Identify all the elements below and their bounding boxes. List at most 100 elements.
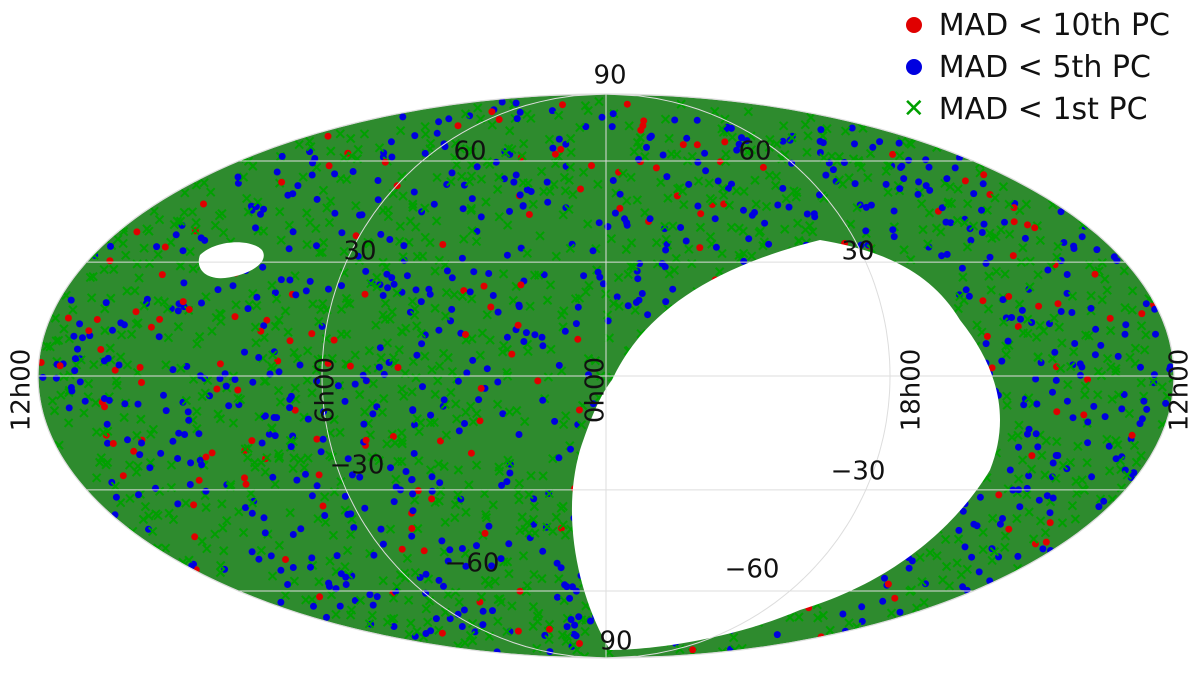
point-1st-pc bbox=[471, 460, 482, 470]
point-1st-pc bbox=[570, 294, 581, 304]
point-5th-pc bbox=[253, 293, 261, 301]
point-1st-pc bbox=[456, 171, 467, 182]
point-1st-pc bbox=[258, 226, 269, 236]
point-5th-pc bbox=[555, 454, 563, 462]
point-1st-pc bbox=[252, 300, 262, 311]
point-1st-pc bbox=[163, 332, 174, 343]
point-1st-pc bbox=[192, 339, 202, 349]
point-1st-pc bbox=[120, 250, 131, 261]
point-5th-pc bbox=[634, 275, 642, 283]
point-5th-pc bbox=[858, 603, 866, 611]
point-1st-pc bbox=[433, 459, 444, 469]
point-1st-pc bbox=[105, 343, 115, 353]
point-1st-pc bbox=[385, 314, 395, 324]
point-5th-pc bbox=[914, 190, 922, 198]
point-1st-pc bbox=[350, 350, 360, 360]
point-5th-pc bbox=[1152, 330, 1159, 338]
point-5th-pc bbox=[978, 229, 986, 236]
point-1st-pc bbox=[916, 199, 927, 209]
point-5th-pc bbox=[410, 450, 418, 457]
point-5th-pc bbox=[284, 581, 292, 588]
point-5th-pc bbox=[460, 606, 468, 614]
point-5th-pc bbox=[341, 492, 349, 500]
parallel-tick-label: 90 bbox=[599, 627, 632, 657]
point-10th-pc bbox=[202, 453, 210, 461]
point-5th-pc bbox=[740, 257, 748, 265]
point-1st-pc bbox=[629, 261, 639, 272]
point-10th-pc bbox=[191, 533, 199, 541]
point-10th-pc bbox=[248, 437, 256, 445]
point-5th-pc bbox=[370, 551, 378, 559]
point-5th-pc bbox=[400, 242, 408, 250]
point-1st-pc bbox=[526, 113, 536, 124]
point-5th-pc bbox=[438, 537, 446, 545]
point-5th-pc bbox=[510, 178, 518, 186]
point-5th-pc bbox=[1049, 459, 1057, 467]
point-5th-pc bbox=[160, 391, 167, 399]
point-1st-pc bbox=[450, 512, 460, 523]
point-1st-pc bbox=[468, 417, 479, 427]
point-1st-pc bbox=[243, 207, 254, 217]
point-1st-pc bbox=[669, 265, 680, 276]
point-5th-pc bbox=[646, 215, 654, 223]
point-5th-pc bbox=[440, 396, 448, 404]
point-10th-pc bbox=[158, 271, 166, 279]
point-5th-pc bbox=[745, 235, 753, 243]
point-5th-pc bbox=[862, 227, 870, 235]
point-1st-pc bbox=[425, 465, 436, 475]
point-5th-pc bbox=[1092, 325, 1100, 333]
point-1st-pc bbox=[475, 350, 485, 360]
point-1st-pc bbox=[359, 129, 370, 139]
point-5th-pc bbox=[362, 267, 370, 275]
point-1st-pc bbox=[450, 138, 461, 149]
point-5th-pc bbox=[1014, 552, 1022, 560]
point-5th-pc bbox=[308, 171, 316, 179]
point-1st-pc bbox=[494, 462, 504, 472]
point-1st-pc bbox=[581, 287, 591, 297]
point-5th-pc bbox=[202, 487, 210, 495]
meridian-tick-label: 12h00 bbox=[7, 349, 37, 432]
point-5th-pc bbox=[623, 219, 631, 227]
point-1st-pc bbox=[1040, 470, 1050, 480]
point-5th-pc bbox=[567, 616, 575, 623]
point-5th-pc bbox=[1118, 405, 1126, 413]
point-5th-pc bbox=[839, 610, 847, 618]
point-5th-pc bbox=[999, 296, 1007, 304]
point-1st-pc bbox=[518, 138, 529, 149]
point-1st-pc bbox=[1136, 450, 1146, 461]
point-5th-pc bbox=[206, 392, 214, 400]
point-5th-pc bbox=[1078, 363, 1086, 371]
point-1st-pc bbox=[542, 295, 553, 305]
point-1st-pc bbox=[504, 407, 515, 417]
point-1st-pc bbox=[302, 375, 313, 385]
point-1st-pc bbox=[1071, 488, 1082, 499]
point-1st-pc bbox=[1063, 380, 1073, 390]
point-5th-pc bbox=[259, 263, 267, 271]
point-5th-pc bbox=[879, 597, 887, 605]
point-5th-pc bbox=[412, 286, 420, 294]
point-5th-pc bbox=[286, 276, 294, 284]
point-1st-pc bbox=[660, 221, 670, 232]
point-1st-pc bbox=[825, 625, 835, 636]
point-1st-pc bbox=[86, 293, 97, 303]
point-5th-pc bbox=[959, 507, 967, 515]
point-5th-pc bbox=[270, 414, 278, 421]
point-10th-pc bbox=[106, 257, 114, 265]
point-1st-pc bbox=[59, 371, 69, 382]
point-5th-pc bbox=[555, 135, 563, 143]
point-5th-pc bbox=[925, 163, 933, 171]
point-5th-pc bbox=[869, 143, 877, 151]
point-5th-pc bbox=[289, 564, 297, 571]
point-1st-pc bbox=[476, 592, 487, 602]
point-1st-pc bbox=[288, 463, 298, 474]
point-1st-pc bbox=[1025, 256, 1035, 266]
point-1st-pc bbox=[739, 186, 749, 197]
point-5th-pc bbox=[379, 540, 387, 548]
point-10th-pc bbox=[514, 627, 522, 635]
point-1st-pc bbox=[958, 272, 968, 282]
point-1st-pc bbox=[49, 406, 60, 416]
point-5th-pc bbox=[1043, 492, 1051, 500]
point-5th-pc bbox=[198, 299, 205, 307]
point-5th-pc bbox=[1020, 401, 1028, 409]
point-1st-pc bbox=[324, 217, 335, 228]
